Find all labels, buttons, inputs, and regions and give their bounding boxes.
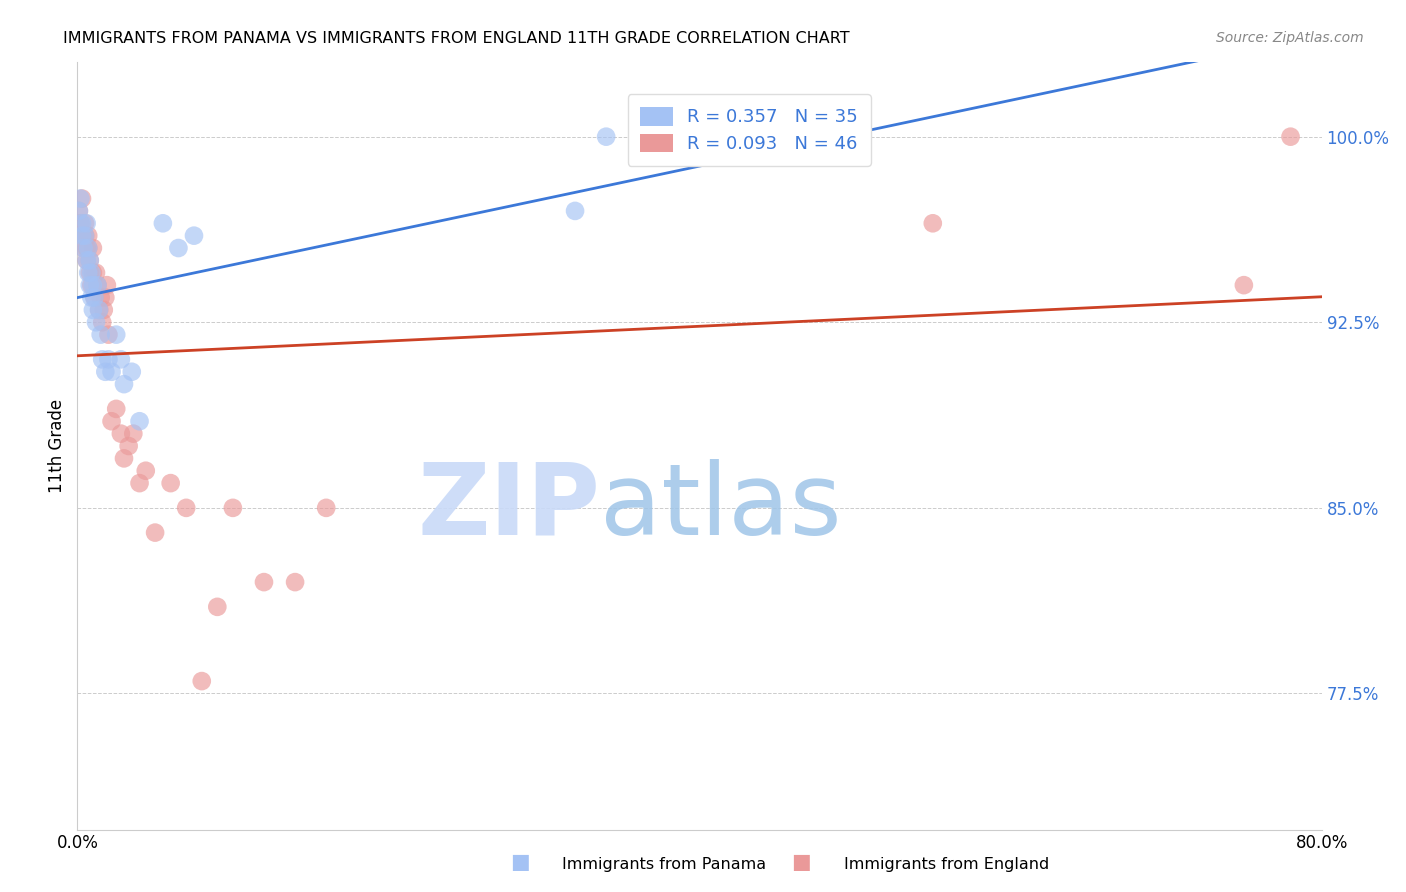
Point — [112, 377, 135, 392]
Text: ■: ■ — [510, 853, 530, 872]
Point — [118, 439, 141, 453]
Point — [94, 365, 117, 379]
Point — [87, 302, 110, 317]
Point — [77, 228, 100, 243]
Point — [82, 302, 104, 317]
Point — [105, 401, 128, 416]
Point — [86, 278, 108, 293]
Point — [79, 253, 101, 268]
Point — [84, 315, 107, 329]
Point — [79, 266, 101, 280]
Point — [253, 575, 276, 590]
Point — [1233, 278, 1256, 293]
Point — [105, 327, 128, 342]
Point — [69, 192, 91, 206]
Point — [86, 278, 108, 293]
Point — [159, 476, 181, 491]
Point — [76, 253, 98, 268]
Point — [110, 352, 132, 367]
Point — [110, 426, 132, 441]
Point — [80, 291, 103, 305]
Point — [122, 426, 145, 441]
Point — [70, 192, 93, 206]
Point — [72, 241, 94, 255]
Point — [82, 266, 104, 280]
Point — [1279, 129, 1302, 144]
Point — [135, 464, 157, 478]
Point — [87, 302, 110, 317]
Point — [91, 352, 114, 367]
Point — [100, 414, 122, 428]
Point — [72, 241, 94, 255]
Point — [75, 228, 97, 243]
Point — [183, 228, 205, 243]
Point — [77, 241, 100, 255]
Point — [167, 241, 190, 255]
Point — [90, 327, 112, 342]
Point — [284, 575, 307, 590]
Point — [93, 302, 115, 317]
Point — [76, 253, 98, 268]
Text: Source: ZipAtlas.com: Source: ZipAtlas.com — [1216, 31, 1364, 45]
Point — [75, 216, 97, 230]
Point — [70, 228, 93, 243]
Point — [595, 129, 617, 144]
Point — [76, 216, 98, 230]
Point — [94, 291, 117, 305]
Y-axis label: 11th Grade: 11th Grade — [48, 399, 66, 493]
Point — [96, 278, 118, 293]
Point — [207, 599, 229, 614]
Point — [121, 365, 143, 379]
Point — [112, 451, 135, 466]
Point — [315, 500, 337, 515]
Point — [82, 241, 104, 255]
Point — [83, 291, 105, 305]
Point — [80, 266, 103, 280]
Text: Immigrants from England: Immigrants from England — [844, 857, 1049, 872]
Point — [70, 216, 93, 230]
Point — [84, 266, 107, 280]
Point — [143, 525, 166, 540]
Text: ■: ■ — [792, 853, 811, 872]
Point — [79, 278, 101, 293]
Point — [174, 500, 197, 515]
Point — [76, 241, 98, 255]
Point — [97, 352, 120, 367]
Point — [222, 500, 245, 515]
Point — [90, 291, 112, 305]
Point — [79, 253, 101, 268]
Point — [75, 228, 97, 243]
Point — [91, 315, 114, 329]
Text: atlas: atlas — [600, 458, 842, 556]
Point — [564, 203, 586, 218]
Point — [921, 216, 943, 230]
Point — [190, 674, 214, 689]
Point — [97, 327, 120, 342]
Text: ZIP: ZIP — [418, 458, 600, 556]
Point — [100, 365, 122, 379]
Point — [69, 216, 91, 230]
Point — [128, 414, 150, 428]
Point — [70, 228, 93, 243]
Point — [152, 216, 174, 230]
Legend: R = 0.357   N = 35, R = 0.093   N = 46: R = 0.357 N = 35, R = 0.093 N = 46 — [627, 95, 870, 166]
Point — [83, 291, 105, 305]
Text: IMMIGRANTS FROM PANAMA VS IMMIGRANTS FROM ENGLAND 11TH GRADE CORRELATION CHART: IMMIGRANTS FROM PANAMA VS IMMIGRANTS FRO… — [63, 31, 849, 46]
Point — [128, 476, 150, 491]
Point — [82, 278, 104, 293]
Point — [67, 203, 90, 218]
Point — [67, 203, 90, 218]
Point — [80, 278, 103, 293]
Point — [77, 266, 100, 280]
Point — [77, 241, 100, 255]
Text: Immigrants from Panama: Immigrants from Panama — [562, 857, 766, 872]
